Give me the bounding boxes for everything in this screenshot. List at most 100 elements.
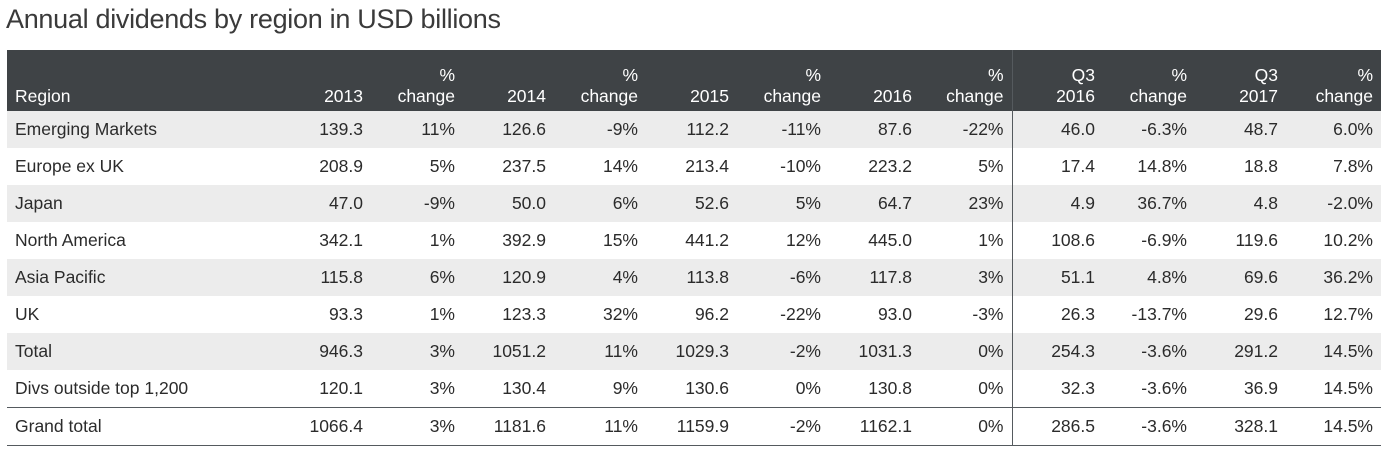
value-cell: -11% (737, 111, 829, 148)
value-cell: 113.8 (646, 259, 737, 296)
value-cell: 32% (554, 296, 646, 333)
value-cell: 5% (371, 148, 463, 185)
value-cell: 96.2 (646, 296, 737, 333)
value-cell: 112.2 (646, 111, 737, 148)
value-cell: 286.5 (1011, 407, 1103, 446)
value-cell: 1159.9 (646, 407, 737, 446)
value-cell: 17.4 (1011, 148, 1103, 185)
value-cell: 5% (920, 148, 1012, 185)
header-row: Region 2013% change 2014% change 2015% chan… (7, 50, 1381, 111)
value-cell: 23% (920, 185, 1012, 222)
value-cell: 126.6 (463, 111, 554, 148)
table-title: Annual dividends by region in USD billio… (6, 4, 501, 34)
value-cell: 1% (920, 222, 1012, 259)
table-row: North America 342.1 1% 392.9 15% 441.2 12% 445.… (7, 222, 1381, 259)
value-cell: 3% (920, 259, 1012, 296)
column-header: 2013 (233, 50, 371, 111)
region-cell: Europe ex UK (7, 148, 233, 185)
value-cell: 3% (371, 333, 463, 370)
value-cell: 0% (920, 370, 1012, 408)
column-header: % change (920, 50, 1012, 111)
value-cell: 48.7 (1195, 111, 1286, 148)
value-cell: 328.1 (1195, 407, 1286, 446)
column-header: % change (554, 50, 646, 111)
region-cell: North America (7, 222, 233, 259)
value-cell: 87.6 (829, 111, 920, 148)
value-cell: 0% (920, 333, 1012, 370)
value-cell: 18.8 (1195, 148, 1286, 185)
value-cell: 213.4 (646, 148, 737, 185)
value-cell: 12.7% (1286, 296, 1381, 333)
value-cell: 392.9 (463, 222, 554, 259)
value-cell: 51.1 (1011, 259, 1103, 296)
value-cell: 9% (554, 370, 646, 408)
value-cell: 6% (554, 185, 646, 222)
value-cell: 4.8% (1103, 259, 1195, 296)
value-cell: 10.2% (1286, 222, 1381, 259)
value-cell: 36.7% (1103, 185, 1195, 222)
value-cell: -10% (737, 148, 829, 185)
value-cell: 223.2 (829, 148, 920, 185)
value-cell: 69.6 (1195, 259, 1286, 296)
value-cell: 15% (554, 222, 646, 259)
value-cell: 946.3 (233, 333, 371, 370)
table-row: Europe ex UK 208.9 5% 237.5 14% 213.4 -10% 223.… (7, 148, 1381, 185)
value-cell: 445.0 (829, 222, 920, 259)
value-cell: 1% (371, 296, 463, 333)
value-cell: 52.6 (646, 185, 737, 222)
value-cell: 93.3 (233, 296, 371, 333)
value-cell: 1029.3 (646, 333, 737, 370)
value-cell: 1% (371, 222, 463, 259)
column-header: % change (371, 50, 463, 111)
value-cell: 6.0% (1286, 111, 1381, 148)
table-row: Japan 47.0 -9% 50.0 6% 52.6 5% 64.7 23% 4.9 36.7% 4… (7, 185, 1381, 222)
value-cell: 291.2 (1195, 333, 1286, 370)
region-cell: Total (7, 333, 233, 370)
value-cell: -6.9% (1103, 222, 1195, 259)
value-cell: 14.5% (1286, 370, 1381, 408)
value-cell: 36.9 (1195, 370, 1286, 408)
value-cell: 12% (737, 222, 829, 259)
column-header: Q3 2017 (1195, 50, 1286, 111)
table-row: UK 93.3 1% 123.3 32% 96.2 -22% 93.0 -3% 26.3 -13.7… (7, 296, 1381, 333)
value-cell: -2.0% (1286, 185, 1381, 222)
value-cell: 64.7 (829, 185, 920, 222)
value-cell: -3.6% (1103, 370, 1195, 408)
value-cell: 3% (371, 370, 463, 408)
value-cell: -9% (554, 111, 646, 148)
table-row: Asia Pacific 115.8 6% 120.9 4% 113.8 -6% 117.8 3… (7, 259, 1381, 296)
value-cell: -2% (737, 407, 829, 446)
table-row: Emerging Markets 139.3 11% 126.6 -9% 112.2 -11… (7, 111, 1381, 148)
region-cell: Asia Pacific (7, 259, 233, 296)
value-cell: 3% (371, 407, 463, 446)
value-cell: 120.1 (233, 370, 371, 408)
value-cell: 1066.4 (233, 407, 371, 446)
table-row: Divs outside top 1,200 120.1 3% 130.4 9% 130.… (7, 370, 1381, 408)
value-cell: 29.6 (1195, 296, 1286, 333)
value-cell: 254.3 (1011, 333, 1103, 370)
column-header: 2015 (646, 50, 737, 111)
value-cell: 130.6 (646, 370, 737, 408)
value-cell: 130.4 (463, 370, 554, 408)
value-cell: 1181.6 (463, 407, 554, 446)
value-cell: -9% (371, 185, 463, 222)
value-cell: 14% (554, 148, 646, 185)
value-cell: 1031.3 (829, 333, 920, 370)
table-row: Total 946.3 3% 1051.2 11% 1029.3 -2% 1031.3 0% 25… (7, 333, 1381, 370)
region-cell: Emerging Markets (7, 111, 233, 148)
value-cell: 0% (920, 407, 1012, 446)
region-cell: Grand total (7, 407, 233, 446)
value-cell: 108.6 (1011, 222, 1103, 259)
value-cell: 0% (737, 370, 829, 408)
region-cell: Japan (7, 185, 233, 222)
column-header: % change (1103, 50, 1195, 111)
region-cell: UK (7, 296, 233, 333)
value-cell: 123.3 (463, 296, 554, 333)
value-cell: 26.3 (1011, 296, 1103, 333)
value-cell: 342.1 (233, 222, 371, 259)
value-cell: 130.8 (829, 370, 920, 408)
value-cell: 139.3 (233, 111, 371, 148)
value-cell: -13.7% (1103, 296, 1195, 333)
value-cell: 14.8% (1103, 148, 1195, 185)
value-cell: 4.9 (1011, 185, 1103, 222)
